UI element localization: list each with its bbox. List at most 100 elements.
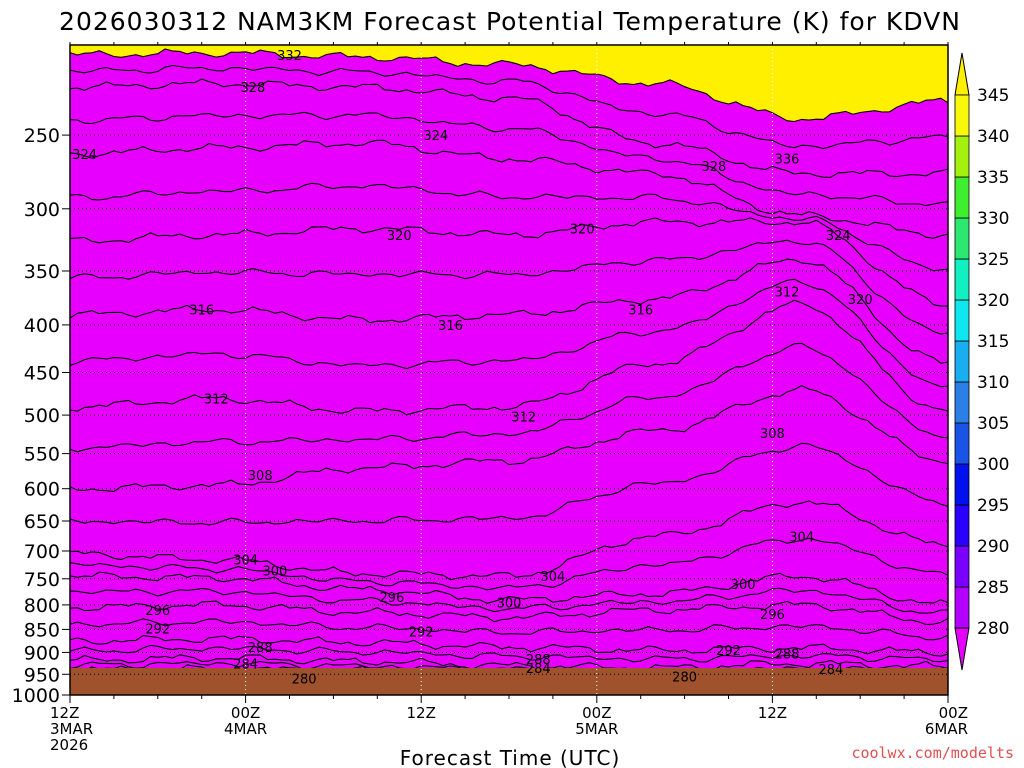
colorbar-label-300: 300: [977, 455, 1009, 475]
colorbar-label-315: 315: [977, 332, 1009, 352]
colorbar-swatch-280: [954, 586, 970, 629]
colorbar-label-320: 320: [977, 291, 1009, 311]
contour-label-31: 280: [292, 673, 317, 688]
contour-304: [70, 500, 948, 581]
colorbar-swatch-335: [954, 135, 970, 178]
y-tick-label-350: 350: [24, 261, 60, 283]
y-tick-label-800: 800: [24, 595, 60, 617]
contour-label-20: 304: [540, 570, 565, 585]
contour-306: [70, 442, 948, 526]
contour-324: [70, 139, 948, 239]
y-tick-label-850: 850: [24, 619, 60, 641]
contour-314: [70, 278, 948, 388]
x-tick-label-5-1: 6MAR: [925, 720, 968, 738]
contour-label-23: 296: [145, 604, 170, 619]
y-tick-label-900: 900: [24, 642, 60, 664]
contour-label-30: 284: [233, 658, 258, 673]
contour-label-16: 308: [248, 469, 273, 484]
colorbar-swatch-315: [954, 299, 970, 342]
colorbar-label-335: 335: [977, 168, 1009, 188]
contour-label-10: 316: [189, 304, 214, 319]
contour-322: [70, 182, 948, 272]
contour-label-18: 304: [233, 554, 258, 569]
contour-label-13: 312: [775, 285, 800, 300]
contour-326: [70, 111, 948, 207]
colorbar-label-285: 285: [977, 578, 1009, 598]
y-tick-label-450: 450: [24, 363, 60, 385]
contour-288: [70, 654, 948, 673]
contour-328: [70, 78, 948, 178]
contour-294: [70, 618, 948, 641]
contour-label-7: 320: [570, 223, 595, 238]
x-tick-label-3-1: 5MAR: [575, 720, 618, 738]
colorbar-swatch-290: [954, 504, 970, 547]
colorbar-label-345: 345: [977, 86, 1009, 106]
y-tick-label-1000: 1000: [12, 685, 60, 707]
colorbar-swatch-320: [954, 258, 970, 301]
contour-label-17: 308: [760, 427, 785, 442]
ground-surface: [70, 668, 948, 695]
contour-label-21: 304: [789, 530, 814, 545]
contour-label-4: 328: [701, 160, 726, 175]
contour-332: [70, 48, 948, 123]
grid-lines: [70, 45, 948, 695]
y-tick-label-600: 600: [24, 479, 60, 501]
contour-308: [70, 384, 948, 493]
x-tick-label-1-1: 4MAR: [224, 720, 267, 738]
colorbar-swatch-310: [954, 340, 970, 383]
contour-label-22: 300: [731, 578, 756, 593]
x-tick-label-4-0: 12Z: [758, 704, 787, 722]
contour-318: [70, 239, 948, 335]
x-tick-label-3-0: 00Z: [582, 704, 611, 722]
contour-label-0: 332: [277, 49, 302, 64]
y-tick-label-550: 550: [24, 444, 60, 466]
contour-labels: 332 328 324 324 328 336 320 320 324 320 316 316 316 3…: [72, 49, 872, 688]
x-tick-label-2-0: 12Z: [407, 704, 436, 722]
colorbar-swatch-340: [954, 94, 970, 137]
y-tick-label-300: 300: [24, 199, 60, 221]
contour-label-25: 296: [379, 591, 404, 606]
contour-310: [70, 342, 948, 453]
colorbar-label-290: 290: [977, 537, 1009, 557]
y-tick-label-250: 250: [24, 125, 60, 147]
colorbar: 280 285 290 295 300 305 310 315 320 325 330 335 340 3…: [954, 52, 1009, 671]
colorbar-label-295: 295: [977, 496, 1009, 516]
y-tick-label-400: 400: [24, 315, 60, 337]
x-tick-label-5-0: 00Z: [939, 704, 968, 722]
colorbar-label-340: 340: [977, 127, 1009, 147]
contour-label-1: 328: [240, 81, 265, 96]
contour-label-12: 316: [628, 304, 653, 319]
contour-label-27: 296: [760, 608, 785, 623]
contour-312: [70, 299, 948, 416]
colorbar-swatch-330: [954, 176, 970, 219]
colorbar-label-310: 310: [977, 373, 1009, 393]
colorbar-swatch-295: [954, 463, 970, 506]
contour-330: [70, 64, 948, 150]
contour-302: [70, 537, 948, 591]
x-axis-label: Forecast Time (UTC): [400, 746, 621, 768]
contour-label-32: 288: [526, 653, 551, 668]
contour-label-37: 280: [672, 670, 697, 685]
colorbar-label-325: 325: [977, 250, 1009, 270]
contour-label-14: 312: [204, 393, 229, 408]
contour-label-19: 300: [262, 565, 287, 580]
colorbar-swatch-285: [954, 545, 970, 588]
contour-label-34: 292: [716, 644, 741, 659]
contour-label-35: 288: [775, 647, 800, 662]
contour-298: [70, 587, 948, 614]
x-tick-label-0-1: 3MAR: [50, 720, 93, 738]
x-tick-label-0-0: 12Z: [50, 704, 79, 722]
colorbar-extend-bottom: [954, 627, 970, 671]
x-tick-label-1-0: 00Z: [231, 704, 260, 722]
contour-label-5: 336: [775, 153, 800, 168]
colorbar-label-330: 330: [977, 209, 1009, 229]
contour-300: [70, 571, 948, 604]
contour-label-26: 300: [497, 596, 522, 611]
y-tick-label-700: 700: [24, 541, 60, 563]
colorbar-extend-top: [954, 52, 970, 96]
contour-label-36: 284: [818, 663, 843, 678]
source-credit: coolwx.com/modelts: [851, 744, 1014, 762]
contour-label-33: 284: [526, 662, 551, 677]
